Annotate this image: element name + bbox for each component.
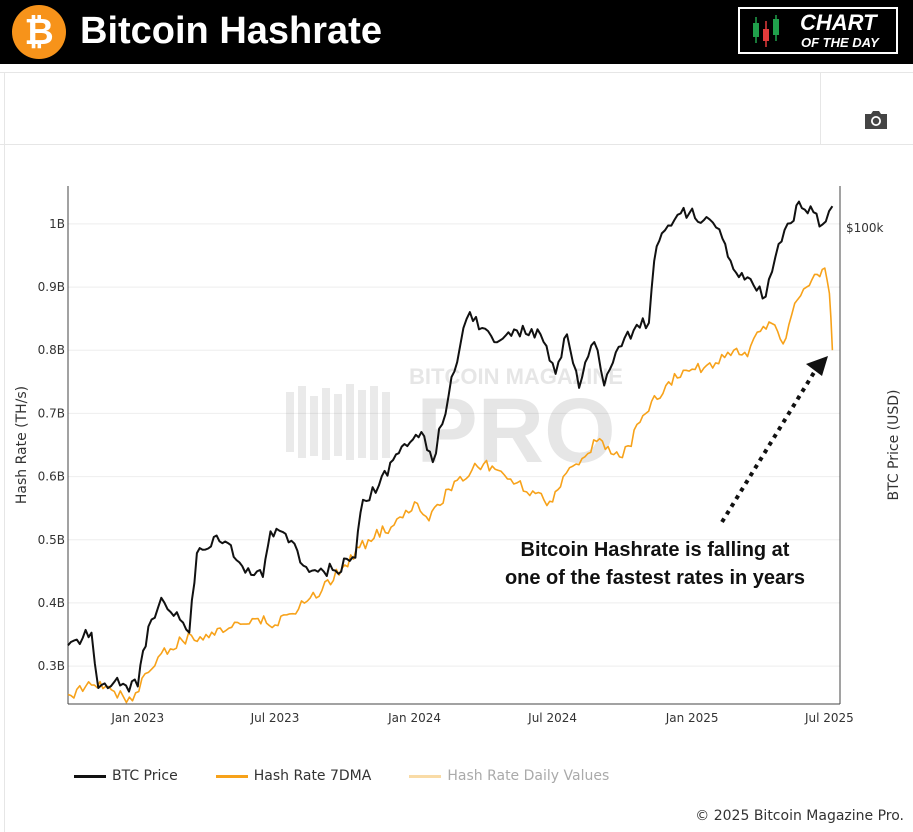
legend-label: Hash Rate Daily Values [447,768,609,784]
y-tick-label: 0.9B [38,280,65,294]
watermark: BITCOIN MAGAZINE PRO [286,364,623,482]
legend-item-hashrate-7dma[interactable]: Hash Rate 7DMA [216,768,372,784]
x-tick-label: Jul 2023 [250,711,300,725]
annotation-arrow [722,356,828,522]
watermark-line-2: PRO [416,380,615,482]
camera-icon[interactable] [862,107,890,133]
copyright-text: © 2025 Bitcoin Magazine Pro. [695,808,904,824]
toolbar-top-divider [0,72,913,73]
page-title: Bitcoin Hashrate [80,8,382,54]
header-bar: ₿ Bitcoin Hashrate CHART OF THE DAY [0,0,913,64]
annotation-line-2: one of the fastest rates in years [470,564,840,592]
chart-legend: BTC Price Hash Rate 7DMA Hash Rate Daily… [74,766,647,786]
y2-tick-label: $100k [846,221,884,235]
toolbar-vertical-divider [820,72,821,144]
legend-label: BTC Price [112,768,178,784]
y-tick-label: 0.6B [38,470,65,484]
y-tick-label: 0.5B [38,533,65,547]
legend-swatch-hashrate-7dma [216,775,248,778]
badge-line-1: CHART [800,11,877,35]
x-tick-label: Jan 2025 [665,711,719,725]
candlestick-icon [750,13,790,49]
legend-swatch-btc-price [74,775,106,778]
y-tick-label: 0.3B [38,659,65,673]
x-tick-label: Jan 2023 [110,711,164,725]
y-tick-label: 0.8B [38,343,65,357]
legend-swatch-hashrate-daily [409,775,441,778]
bitcoin-logo-symbol: ₿ [24,11,53,53]
hashrate-chart: BITCOIN MAGAZINE PRO 0.3B 0.4B 0.5B 0.6B 0.7… [0,140,913,800]
y-axis-title: Hash Rate (TH/s) [14,386,30,504]
legend-item-btc-price[interactable]: BTC Price [74,768,178,784]
chart-of-the-day-badge: CHART OF THE DAY [738,7,898,54]
legend-label: Hash Rate 7DMA [254,768,372,784]
y-tick-label: 1B [49,217,65,231]
watermark-bars-icon [286,384,390,460]
y-tick-label: 0.4B [38,596,65,610]
legend-item-hashrate-daily[interactable]: Hash Rate Daily Values [409,768,609,784]
x-tick-label: Jul 2025 [804,711,854,725]
annotation-line-1: Bitcoin Hashrate is falling at [470,536,840,564]
y-tick-label: 0.7B [38,406,65,420]
x-tick-label: Jan 2024 [387,711,441,725]
badge-line-2: OF THE DAY [801,35,879,50]
hashrate-7dma-line [68,268,832,702]
bitcoin-logo-icon: ₿ [12,5,66,59]
x-tick-label: Jul 2024 [527,711,577,725]
chart-annotation: Bitcoin Hashrate is falling at one of th… [470,536,840,592]
y2-axis-title: BTC Price (USD) [886,389,902,500]
